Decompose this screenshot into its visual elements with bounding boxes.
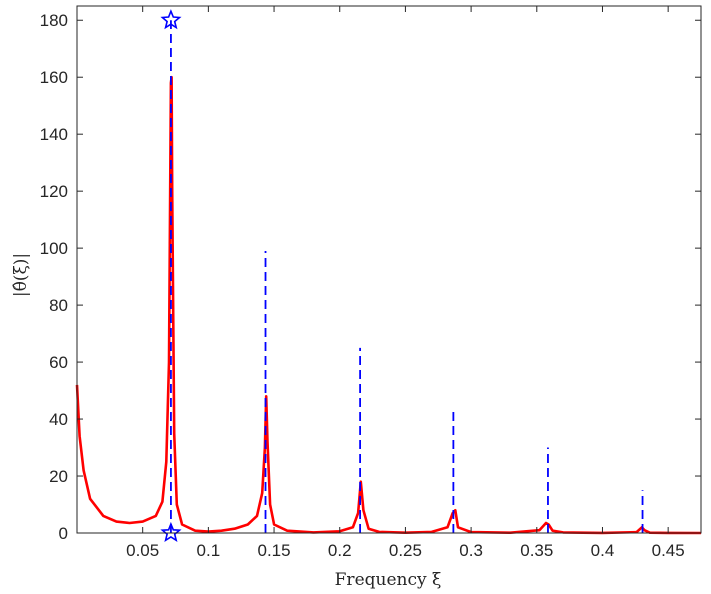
x-tick-label: 0.4 — [591, 541, 615, 560]
x-tick-label: 0.3 — [459, 541, 483, 560]
axes-box — [76, 5, 702, 534]
y-tick-label: 60 — [49, 353, 68, 372]
y-tick-label: 140 — [40, 125, 68, 144]
y-tick-label: 40 — [49, 410, 68, 429]
plot-background — [77, 6, 701, 533]
x-tick-label: 0.45 — [652, 541, 685, 560]
y-tick-label: 0 — [59, 524, 68, 543]
series-line-0 — [75, 75, 702, 535]
series-layer — [75, 9, 702, 543]
x-tick-label: 0.05 — [126, 541, 159, 560]
y-tick-label: 80 — [49, 296, 68, 315]
star-marker-0 — [160, 9, 182, 30]
x-tick-label: 0.2 — [328, 541, 352, 560]
y-tick-label: 120 — [40, 182, 68, 201]
star-marker-1 — [160, 521, 182, 543]
axes-layer — [76, 5, 702, 534]
plot-area — [77, 6, 701, 533]
x-tick-label: 0.35 — [520, 541, 553, 560]
x-axis-label: Frequency ξ — [335, 570, 442, 590]
y-tick-label: 180 — [40, 11, 68, 30]
y-tick-label: 20 — [49, 467, 68, 486]
x-tick-label: 0.25 — [389, 541, 422, 560]
y-tick-label: 160 — [40, 68, 68, 87]
tick-labels: 0.05 0.1 0.15 0.2 0.25 0.3 0.35 0.4 0.45 0 20 40 60 8… — [40, 11, 685, 560]
x-tick-label: 0.15 — [258, 541, 291, 560]
y-tick-label: 100 — [40, 239, 68, 258]
y-axis-label: |θ̂(ξ)| — [11, 253, 31, 297]
x-tick-label: 0.1 — [197, 541, 221, 560]
